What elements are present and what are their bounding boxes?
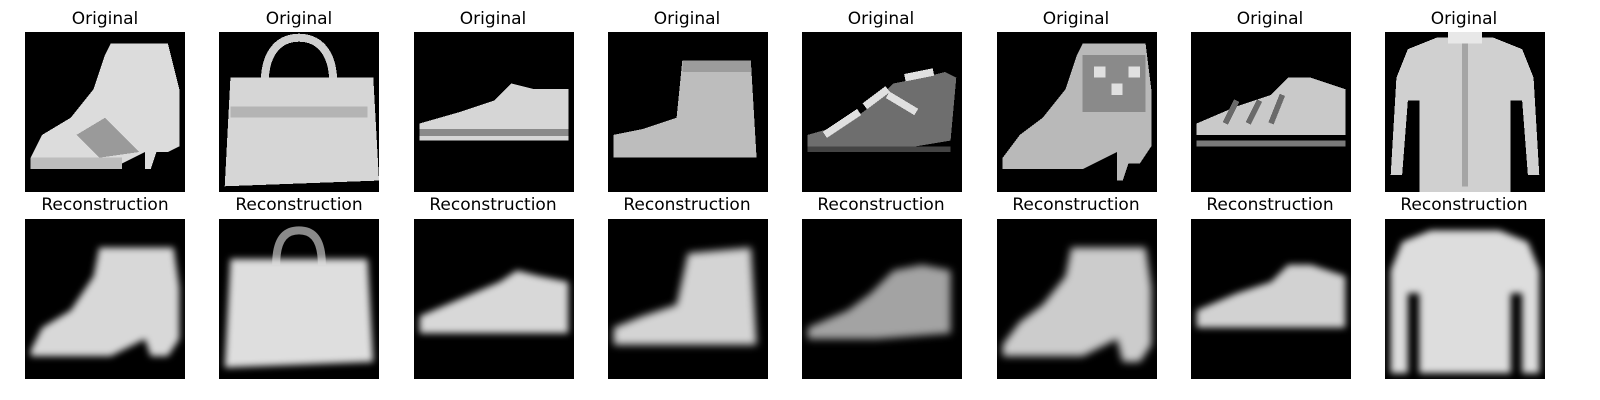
reconstruction-image-4 xyxy=(608,219,768,379)
original-image-7 xyxy=(1191,32,1351,192)
original-image-1 xyxy=(25,32,185,192)
reconstruction-image-5 xyxy=(802,219,962,379)
original-title-3: Original xyxy=(459,9,527,29)
original-title-1: Original xyxy=(71,9,139,29)
original-image-2 xyxy=(219,32,379,192)
reconstruction-title-2: Reconstruction xyxy=(235,195,363,215)
reconstruction-image-2 xyxy=(219,219,379,379)
original-title-8: Original xyxy=(1430,9,1498,29)
reconstruction-image-1 xyxy=(25,219,185,379)
original-image-5 xyxy=(802,32,962,192)
original-title-2: Original xyxy=(265,9,333,29)
original-image-6 xyxy=(997,32,1157,192)
original-image-8 xyxy=(1385,32,1545,192)
original-title-7: Original xyxy=(1236,9,1304,29)
original-title-5: Original xyxy=(847,9,915,29)
reconstruction-image-7 xyxy=(1191,219,1351,379)
original-title-6: Original xyxy=(1042,9,1110,29)
reconstruction-image-3 xyxy=(414,219,574,379)
reconstruction-title-5: Reconstruction xyxy=(817,195,945,215)
original-title-4: Original xyxy=(653,9,721,29)
reconstruction-title-4: Reconstruction xyxy=(623,195,751,215)
reconstruction-title-8: Reconstruction xyxy=(1400,195,1528,215)
reconstruction-title-6: Reconstruction xyxy=(1012,195,1140,215)
reconstruction-title-1: Reconstruction xyxy=(41,195,169,215)
reconstruction-image-6 xyxy=(997,219,1157,379)
reconstruction-image-8 xyxy=(1385,219,1545,379)
original-image-4 xyxy=(608,32,768,192)
original-image-3 xyxy=(414,32,574,192)
reconstruction-title-7: Reconstruction xyxy=(1206,195,1334,215)
reconstruction-title-3: Reconstruction xyxy=(429,195,557,215)
